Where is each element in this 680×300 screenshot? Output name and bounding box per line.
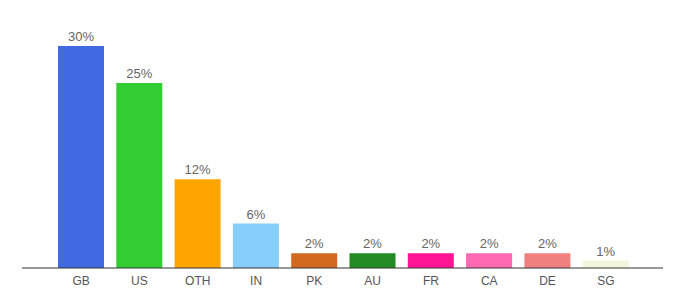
svg-text:1%: 1%: [596, 244, 615, 259]
svg-text:12%: 12%: [185, 162, 211, 177]
svg-text:US: US: [131, 274, 148, 288]
svg-text:OTH: OTH: [185, 274, 210, 288]
svg-text:2%: 2%: [538, 236, 557, 251]
svg-text:AU: AU: [364, 274, 381, 288]
svg-text:2%: 2%: [421, 236, 440, 251]
svg-text:GB: GB: [72, 274, 89, 288]
svg-text:25%: 25%: [126, 66, 152, 81]
svg-text:IN: IN: [250, 274, 262, 288]
svg-text:SG: SG: [597, 274, 614, 288]
svg-text:FR: FR: [423, 274, 439, 288]
svg-text:2%: 2%: [480, 236, 499, 251]
svg-text:CA: CA: [481, 274, 498, 288]
svg-text:2%: 2%: [305, 236, 324, 251]
svg-text:2%: 2%: [363, 236, 382, 251]
svg-text:DE: DE: [539, 274, 556, 288]
svg-text:30%: 30%: [68, 29, 94, 44]
svg-text:PK: PK: [306, 274, 322, 288]
svg-text:6%: 6%: [247, 207, 266, 222]
